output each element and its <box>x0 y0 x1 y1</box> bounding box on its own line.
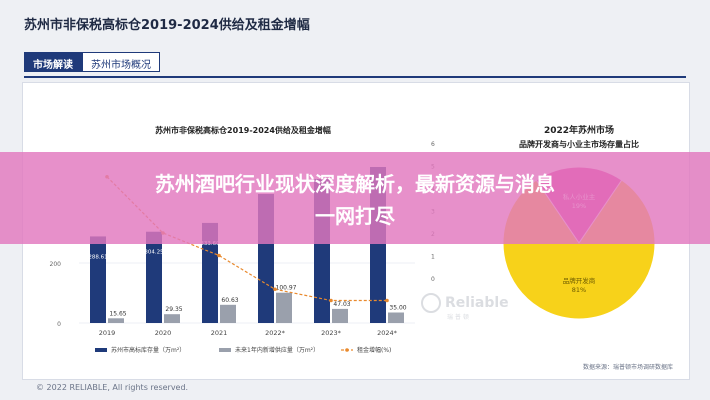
watermark-logo: Reliable 瑞 普 顿 <box>421 293 509 321</box>
data-label-stock: 288.61 <box>88 254 107 260</box>
pie-chart-subtitle: 品牌开发商与小业主市场存量占比 <box>519 139 639 149</box>
bar-new-supply <box>332 308 348 323</box>
bar-new-supply <box>276 292 292 323</box>
bar-stock <box>202 222 218 323</box>
x-tick-label: 2022* <box>265 329 286 337</box>
y-tick-label: 200 <box>50 261 62 268</box>
x-tick-label: 2024* <box>377 329 398 337</box>
watermark-tagline: 瑞 普 顿 <box>447 313 469 321</box>
bar-chart-title: 苏州市非保税高标仓2019-2024供给及租金增幅 <box>155 125 331 135</box>
pie-slice-label: 81% <box>572 286 586 294</box>
x-tick-label: 2019 <box>99 329 116 337</box>
pie-slice-name: 品牌开发商 <box>563 276 596 285</box>
x-tick-label: 2023* <box>321 329 342 337</box>
bar-new-supply <box>220 304 236 323</box>
tab-suzhou-market-overview[interactable]: 苏州市场概况 <box>82 52 160 72</box>
data-label-new-supply: 35.00 <box>389 305 406 312</box>
legend-swatch <box>95 348 107 352</box>
y2-tick-label: 6 <box>431 141 435 148</box>
bar-new-supply <box>164 314 180 323</box>
bar-stock <box>90 236 106 323</box>
x-tick-label: 2020 <box>155 329 172 337</box>
footer-copyright: © 2022 RELIABLE, All rights reserved. <box>36 383 189 392</box>
banner-headline: 苏州酒吧行业现状深度解析，最新资源与消息 <box>155 172 555 196</box>
bar-new-supply <box>108 318 124 323</box>
data-label-new-supply: 100.97 <box>276 285 297 292</box>
banner-headline-continued: 一网打尽 <box>315 204 395 228</box>
data-label-new-supply: 29.35 <box>165 306 182 313</box>
tab-bar: 市场解读 苏州市场概况 <box>24 52 160 72</box>
y2-tick-label: 1 <box>431 254 435 261</box>
overlay-banner: 苏州酒吧行业现状深度解析，最新资源与消息 一网打尽 <box>0 152 710 244</box>
data-source: 数据来源：瑞普顿市场调研数据库 <box>583 363 673 371</box>
tab-market-interpretation[interactable]: 市场解读 <box>24 52 82 72</box>
point-growth <box>385 298 389 303</box>
bar-stock <box>146 231 162 323</box>
x-tick-label: 2021 <box>211 329 228 337</box>
y2-tick-label: 0 <box>431 276 435 283</box>
point-growth <box>273 287 277 292</box>
point-growth <box>329 298 333 303</box>
legend-label: 苏州市高标库存量（万m²） <box>111 346 185 354</box>
data-label-stock: 304.25 <box>144 250 164 256</box>
data-label-new-supply: 60.63 <box>221 297 238 304</box>
pie-chart-title: 2022年苏州市场 <box>544 124 614 136</box>
header-divider <box>24 76 686 78</box>
legend-swatch <box>219 348 231 352</box>
page-title: 苏州市非保税高标仓2019-2024供给及租金增幅 <box>24 18 310 33</box>
legend-swatch-marker <box>345 348 349 352</box>
data-label-new-supply: 47.03 <box>333 301 350 308</box>
watermark-brand: Reliable <box>445 295 509 311</box>
header: 苏州市非保税高标仓2019-2024供给及租金增幅 <box>0 0 710 48</box>
point-growth <box>217 253 221 258</box>
data-label-new-supply: 15.65 <box>109 310 126 317</box>
legend-label: 租金增幅(%) <box>357 346 391 354</box>
y-tick-label: 0 <box>57 321 61 328</box>
legend-label: 未来1年内新增供应量（万m²） <box>235 346 319 354</box>
bar-new-supply <box>388 312 404 323</box>
